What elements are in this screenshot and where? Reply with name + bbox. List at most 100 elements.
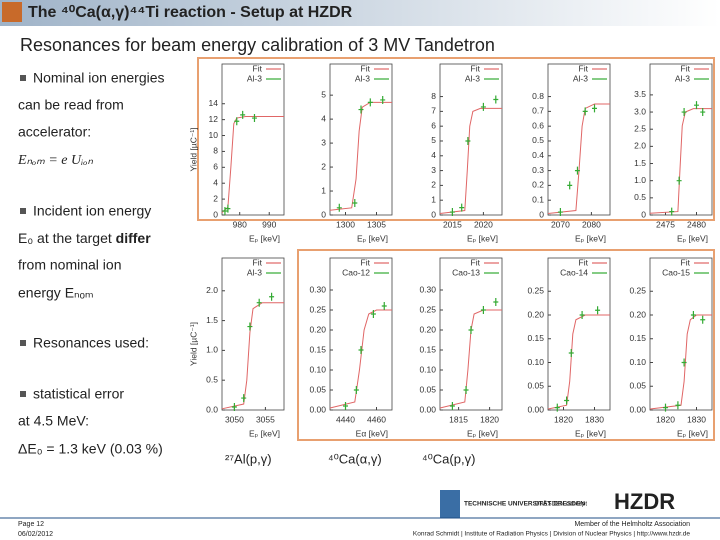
legend-label: Fit bbox=[579, 257, 589, 267]
data-point bbox=[676, 176, 682, 185]
y-tick-label: 0.10 bbox=[419, 364, 436, 374]
x-tick-label: 1820 bbox=[554, 414, 573, 424]
plot-area bbox=[221, 257, 285, 411]
y-tick-label: 0.20 bbox=[527, 309, 544, 319]
data-point bbox=[595, 306, 601, 315]
legend-label: Fit bbox=[471, 63, 481, 73]
data-point bbox=[459, 203, 465, 212]
y-tick-label: 0.20 bbox=[419, 324, 436, 334]
bullet-text: Resonances used: bbox=[33, 335, 149, 351]
y-tick-label: 0.00 bbox=[629, 404, 646, 414]
fit-line bbox=[649, 314, 712, 410]
y-tick-label: 0.05 bbox=[527, 381, 544, 391]
legend-label: Al-3 bbox=[247, 267, 262, 277]
y-tick-label: 0.25 bbox=[527, 286, 544, 296]
x-axis-label: Eₚ [keV] bbox=[467, 233, 498, 243]
fit-line bbox=[649, 108, 712, 214]
data-point bbox=[700, 108, 706, 117]
y-tick-label: 0.8 bbox=[532, 91, 544, 101]
x-tick-label: 2080 bbox=[582, 219, 601, 229]
legend-label: Cao-15 bbox=[662, 267, 690, 277]
y-tick-label: 5 bbox=[321, 89, 326, 99]
data-point bbox=[449, 402, 455, 410]
data-point bbox=[352, 199, 358, 208]
data-point bbox=[690, 311, 696, 319]
data-point bbox=[694, 101, 699, 110]
x-tick-label: 2475 bbox=[656, 219, 675, 229]
y-tick-label: 4 bbox=[321, 113, 326, 123]
y-tick-label: 4 bbox=[213, 177, 218, 187]
legend-label: Al-3 bbox=[573, 73, 588, 83]
y-tick-label: 0.15 bbox=[527, 333, 544, 343]
y-tick-label: 2 bbox=[321, 161, 326, 171]
y-tick-label: 1 bbox=[431, 194, 436, 204]
y-tick-label: 0.10 bbox=[309, 364, 326, 374]
data-point bbox=[381, 302, 387, 310]
bullet-text: Nominal ion energies bbox=[33, 70, 165, 86]
y-tick-label: 0.10 bbox=[629, 357, 646, 367]
y-tick-label: 0.7 bbox=[532, 106, 544, 116]
hzdr-logo: HZDR bbox=[614, 489, 675, 514]
bullet-text: Incident ion energy bbox=[33, 203, 151, 219]
data-point bbox=[493, 298, 499, 306]
bullet-emphasis: differ bbox=[116, 230, 152, 246]
y-axis-label: Yield [µC⁻¹] bbox=[188, 127, 198, 171]
y-tick-label: 0.6 bbox=[532, 120, 544, 130]
data-point bbox=[231, 403, 237, 412]
legend-label: Cao-12 bbox=[342, 267, 370, 277]
x-tick-label: 2070 bbox=[551, 219, 570, 229]
y-tick-label: 0 bbox=[321, 209, 326, 219]
y-tick-label: 2.0 bbox=[634, 141, 646, 151]
legend-label: Al-3 bbox=[355, 73, 370, 83]
x-tick-label: 1820 bbox=[480, 414, 499, 424]
y-tick-label: 0.5 bbox=[206, 374, 218, 384]
fit-line bbox=[439, 107, 502, 215]
y-tick-label: 0.3 bbox=[532, 165, 544, 175]
y-tick-label: 8 bbox=[431, 91, 436, 101]
y-tick-label: 2.5 bbox=[634, 123, 646, 133]
y-tick-label: 3.5 bbox=[634, 89, 646, 99]
bullet bbox=[20, 391, 26, 397]
x-axis-label: Eₚ [keV] bbox=[249, 428, 280, 438]
plot-area bbox=[649, 63, 713, 216]
y-tick-label: 0.05 bbox=[419, 384, 436, 394]
bullet-text: can be read from bbox=[18, 97, 124, 113]
y-tick-label: 0.15 bbox=[419, 344, 436, 354]
y-tick-label: 1.5 bbox=[634, 158, 646, 168]
fit-line bbox=[329, 309, 392, 409]
data-point bbox=[241, 394, 247, 403]
bullet-text: at 4.5 MeV: bbox=[18, 413, 89, 429]
y-tick-label: 10 bbox=[209, 130, 219, 140]
legend-label: Fit bbox=[253, 63, 263, 73]
legend-label: Fit bbox=[681, 257, 691, 267]
reaction-label: ⁴⁰Ca(α,γ) bbox=[328, 451, 382, 466]
x-tick-label: 2480 bbox=[687, 219, 706, 229]
bullet-text: ΔE₀ = 1.3 keV (0.03 %) bbox=[18, 441, 163, 457]
frame-al bbox=[197, 57, 715, 221]
y-tick-label: 0.5 bbox=[532, 135, 544, 145]
x-tick-label: 1815 bbox=[449, 414, 468, 424]
y-tick-label: 0.1 bbox=[532, 194, 544, 204]
bullet-text: E₀ at the target bbox=[18, 230, 116, 246]
bullet bbox=[20, 75, 26, 81]
y-tick-label: 0 bbox=[431, 209, 436, 219]
data-point bbox=[663, 403, 668, 412]
slide-title: The ⁴⁰Ca(α,γ)⁴⁴Ti reaction - Setup at HZ… bbox=[28, 4, 353, 21]
data-point bbox=[463, 386, 469, 394]
tu-logo bbox=[440, 490, 460, 518]
legend-label: Fit bbox=[471, 257, 481, 267]
data-point bbox=[367, 98, 373, 107]
data-point bbox=[480, 102, 486, 111]
y-tick-label: 1.0 bbox=[634, 175, 646, 185]
y-tick-label: 4 bbox=[431, 150, 436, 160]
y-tick-label: 1.5 bbox=[206, 315, 218, 325]
data-point bbox=[681, 358, 687, 367]
data-point bbox=[380, 95, 386, 104]
data-point bbox=[592, 104, 597, 113]
legend-label: Fit bbox=[361, 63, 371, 73]
y-tick-label: 0.25 bbox=[309, 304, 326, 314]
x-axis-label: Eₚ [keV] bbox=[357, 233, 388, 243]
data-point bbox=[449, 208, 455, 217]
x-tick-label: 1820 bbox=[656, 414, 675, 424]
plot-area bbox=[329, 257, 393, 411]
